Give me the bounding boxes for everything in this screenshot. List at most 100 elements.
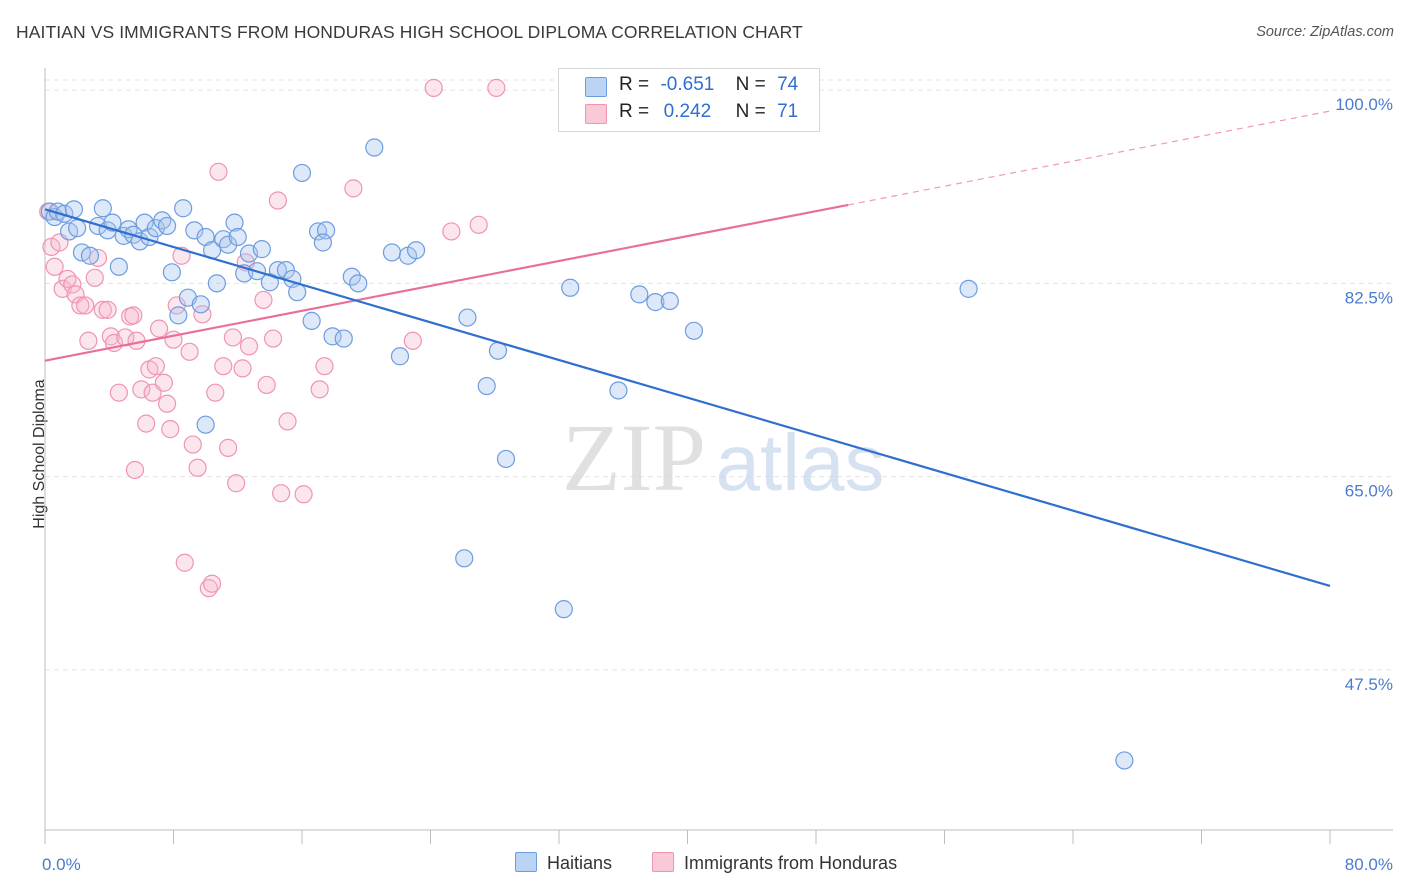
- honduras-point: [125, 460, 145, 480]
- haitians-point: [496, 449, 516, 469]
- legend-n-value: 71: [777, 101, 799, 122]
- haitians-point: [959, 279, 978, 298]
- haitians-point: [169, 306, 188, 325]
- honduras-point: [109, 383, 128, 402]
- honduras-point: [98, 300, 117, 319]
- honduras-point: [263, 329, 283, 348]
- x-tick-label: 0.0%: [42, 855, 81, 874]
- honduras-point: [268, 191, 288, 210]
- tick-labels: 47.5% 65.0% 82.5% 100.0% 0.0% 80.0%: [42, 95, 1393, 874]
- honduras-point: [137, 414, 156, 433]
- honduras-point: [219, 438, 238, 457]
- honduras-point: [76, 296, 95, 315]
- honduras-point: [344, 179, 363, 198]
- haitians-point: [458, 308, 477, 327]
- haitians-point: [561, 278, 580, 297]
- x-tick-label: 80.0%: [1345, 855, 1393, 874]
- y-tick-label: 100.0%: [1335, 95, 1393, 114]
- y-tick-label: 65.0%: [1345, 482, 1393, 501]
- honduras-point: [93, 300, 112, 319]
- haitians-point: [80, 246, 100, 265]
- haitians-point: [390, 347, 410, 366]
- honduras-point: [254, 290, 273, 310]
- haitians-point: [252, 240, 271, 259]
- haitians-point: [323, 327, 342, 346]
- haitians-point: [382, 243, 402, 262]
- honduras-point: [223, 328, 243, 347]
- honduras-point: [442, 222, 461, 241]
- honduras-point: [206, 383, 225, 402]
- haitians-point: [109, 257, 128, 276]
- honduras-point: [469, 215, 488, 234]
- haitians-point: [660, 291, 679, 311]
- haitians-point: [130, 232, 149, 251]
- haitians-point: [162, 263, 181, 282]
- haitians-point: [477, 376, 496, 396]
- axes: [44, 68, 1393, 844]
- legend-n-label: N =: [735, 101, 766, 122]
- haitians-point: [349, 274, 368, 293]
- trend-lines: [44, 110, 1331, 587]
- legend-r-value: -0.651: [660, 74, 715, 95]
- haitians-point: [455, 549, 474, 568]
- haitians-point: [207, 274, 226, 293]
- haitians-point: [609, 381, 628, 400]
- bottom-legend-honduras: Immigrants from Honduras: [652, 852, 897, 874]
- honduras-point: [157, 394, 177, 413]
- bottom-legend-haitians-label: Haitians: [547, 853, 613, 873]
- honduras-point: [209, 162, 228, 181]
- honduras-point: [239, 337, 259, 356]
- watermark-zip: ZIP: [562, 404, 706, 511]
- honduras-point: [180, 342, 199, 361]
- honduras-point: [487, 78, 506, 97]
- haitians-point: [191, 295, 210, 314]
- haitians-point: [55, 204, 74, 223]
- honduras-point: [227, 474, 246, 493]
- honduras-point: [214, 357, 233, 376]
- honduras-point: [161, 420, 180, 439]
- bottom-legend-swatch-pink: [652, 852, 674, 872]
- haitians-point: [196, 415, 215, 434]
- series-honduras: [39, 78, 506, 598]
- bottom-legend-haitians: Haitians: [515, 852, 612, 874]
- y-tick-label: 82.5%: [1345, 288, 1393, 307]
- haitians-point: [342, 267, 361, 286]
- honduras-point: [58, 269, 77, 289]
- honduras-point: [146, 357, 165, 376]
- haitians-point: [93, 199, 112, 218]
- haitians-point: [1115, 751, 1134, 770]
- honduras-point: [272, 484, 291, 503]
- honduras-point: [124, 306, 143, 325]
- honduras-trend-extension: [848, 110, 1331, 206]
- haitians-point: [334, 329, 353, 348]
- honduras-point: [71, 296, 90, 315]
- haitians-point: [554, 600, 573, 619]
- haitians-point: [68, 219, 87, 238]
- honduras-point: [233, 359, 252, 378]
- honduras-point: [149, 319, 169, 338]
- haitians-point: [185, 221, 204, 240]
- honduras-point: [424, 78, 443, 97]
- chart-title: HAITIAN VS IMMIGRANTS FROM HONDURAS HIGH…: [16, 22, 803, 42]
- correlation-legend: R = -0.651 N = 74 R = 0.242 N = 71: [558, 68, 820, 132]
- honduras-point: [63, 275, 82, 294]
- legend-r-label: R =: [619, 74, 650, 95]
- honduras-point: [188, 458, 207, 477]
- honduras-point: [183, 435, 202, 454]
- y-tick-label: 47.5%: [1345, 675, 1393, 694]
- haitians-point: [646, 293, 665, 312]
- legend-n-label: N =: [735, 74, 766, 95]
- honduras-point: [403, 331, 422, 350]
- honduras-point: [278, 412, 297, 431]
- haitians-point: [406, 241, 426, 260]
- haitians-point: [365, 138, 384, 157]
- haitians-point: [219, 235, 238, 254]
- honduras-point: [315, 357, 334, 376]
- honduras-point: [154, 373, 173, 392]
- bottom-legend-swatch-blue: [515, 852, 537, 872]
- legend-r-label: R =: [619, 101, 650, 122]
- honduras-point: [85, 268, 104, 287]
- legend-swatch-blue: [585, 77, 607, 97]
- honduras-trend-line: [44, 203, 849, 362]
